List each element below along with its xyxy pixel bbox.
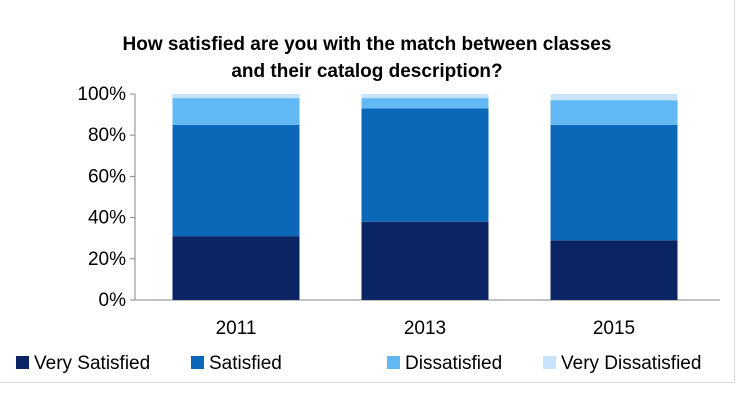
y-tick-label: 40% xyxy=(88,208,126,229)
legend-swatch-very-dissatisfied xyxy=(543,356,556,369)
x-tick-label-2013: 2013 xyxy=(404,318,446,339)
bar-segment-satisfied-2013 xyxy=(361,108,489,222)
bar-segment-very-dissatisfied-2015 xyxy=(550,94,678,101)
y-tick-label: 60% xyxy=(88,166,126,187)
bar-segment-dissatisfied-2013 xyxy=(361,98,489,109)
legend: Very Satisfied Satisfied Dissatisfied Very … xyxy=(16,353,701,374)
x-tick-label-2011: 2011 xyxy=(216,318,257,339)
legend-swatch-dissatisfied xyxy=(387,356,400,369)
plot-area: 0% 20% 40% 60% 80% 100% 2011 2013 2015 xyxy=(77,84,720,339)
bar-segment-dissatisfied-2011 xyxy=(172,98,300,125)
legend-label-very-dissatisfied: Very Dissatisfied xyxy=(561,353,701,374)
bar-segment-dissatisfied-2015 xyxy=(550,100,678,125)
legend-label-satisfied: Satisfied xyxy=(209,353,282,374)
legend-swatch-very-satisfied xyxy=(16,356,29,369)
y-tick-label: 0% xyxy=(99,290,127,311)
chart-title-line-1: How satisfied are you with the match bet… xyxy=(123,34,612,55)
chart-title-line-2: and their catalog description? xyxy=(231,61,502,82)
bar-segment-very-satisfied-2013 xyxy=(361,221,489,300)
bar-segment-satisfied-2011 xyxy=(172,124,300,237)
y-tick-label: 100% xyxy=(77,84,126,105)
y-tick-label: 20% xyxy=(88,249,126,270)
bar-segment-very-satisfied-2011 xyxy=(172,236,300,300)
x-tick-label-2015: 2015 xyxy=(593,318,635,339)
chart-frame xyxy=(0,0,735,383)
bar-segment-very-dissatisfied-2011 xyxy=(172,94,300,99)
y-tick-label: 80% xyxy=(88,125,126,146)
legend-label-dissatisfied: Dissatisfied xyxy=(405,353,502,374)
legend-swatch-satisfied xyxy=(191,356,204,369)
bar-segment-very-dissatisfied-2013 xyxy=(361,94,489,99)
bar-segment-very-satisfied-2015 xyxy=(550,240,678,300)
legend-label-very-satisfied: Very Satisfied xyxy=(34,353,150,374)
bar-segment-satisfied-2015 xyxy=(550,124,678,241)
